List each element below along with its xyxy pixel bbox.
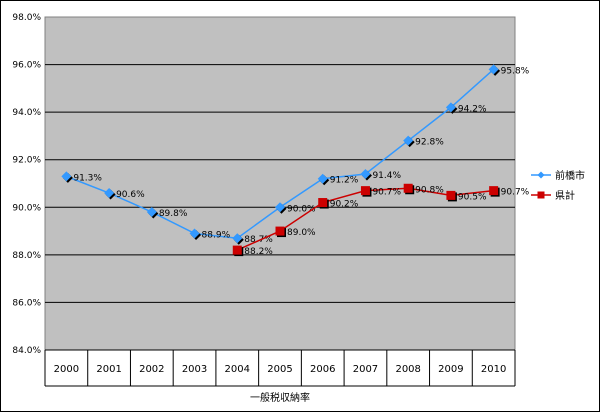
data-label: 90.6% [116,190,145,200]
data-label: 88.2% [244,247,273,257]
x-category-label: 2009 [438,364,463,375]
legend-label: 県計 [555,189,575,202]
data-point [61,171,72,182]
y-tick-label: 90.0% [12,203,41,213]
x-category-label: 2010 [481,364,506,375]
x-category-label: 2002 [139,364,164,375]
data-point [446,190,456,200]
data-point [317,173,328,184]
data-point [445,102,456,113]
data-point [189,228,200,239]
data-label: 90.7% [501,188,530,198]
data-point [232,245,242,255]
x-category-label: 2004 [225,364,250,375]
y-tick-label: 92.0% [12,156,41,166]
data-label: 90.0% [287,204,316,214]
data-label: 94.2% [458,104,487,114]
data-label: 89.8% [159,209,188,219]
data-label: 88.9% [202,230,231,240]
data-point [360,168,371,179]
y-tick-label: 98.0% [12,13,41,23]
data-point [275,226,285,236]
data-label: 91.4% [372,171,401,181]
y-tick-label: 84.0% [12,346,41,356]
legend-label: 前橋市 [555,169,585,182]
plot-area [44,16,516,351]
legend-marker [537,191,545,199]
data-label: 95.8% [501,66,530,76]
x-category-label: 2008 [395,364,420,375]
y-tick-label: 88.0% [12,251,41,261]
series-2: 88.2% 89.0% 90.2% 90.7% 90.8% 90.5% 90.7% [232,183,530,257]
data-label: 91.3% [73,173,102,183]
category-table: 2000 2001 2002 2003 2004 2005 2006 2007 2008 2009… [44,349,516,387]
y-tick-label: 94.0% [12,108,41,118]
data-point [318,198,328,208]
data-label: 90.5% [458,192,487,202]
data-point [403,183,413,193]
data-label: 91.2% [330,176,359,186]
data-label: 90.7% [372,188,401,198]
data-label: 92.8% [415,138,444,148]
data-point [488,64,499,75]
data-label: 90.2% [330,200,359,210]
legend-marker [537,171,545,179]
x-category-label: 2006 [310,364,335,375]
data-point [403,135,414,146]
y-axis-tick-labels: 98.0% 96.0% 94.0% 92.0% 90.0% 88.0% 86.0% 84.0% [12,13,41,356]
series-layer: 91.3%90.6%89.8%88.9% 88.7%90.0%91.2% 91.4%… [61,64,530,257]
data-point [489,186,499,196]
gridlines [45,64,515,303]
x-axis-title: 一般税収納率 [250,391,310,404]
x-category-label: 2003 [182,364,207,375]
x-category-label: 2005 [267,364,292,375]
data-point [146,207,157,218]
data-point [104,188,115,199]
data-point [360,186,370,196]
data-label: 89.0% [287,228,316,238]
x-category-label: 2007 [353,364,378,375]
y-tick-label: 96.0% [12,61,41,71]
data-point [232,233,243,244]
y-tick-label: 86.0% [12,298,41,308]
data-point [275,202,285,213]
x-category-label: 2001 [96,364,121,375]
x-category-label: 2000 [54,364,79,375]
data-label: 90.8% [415,185,444,195]
